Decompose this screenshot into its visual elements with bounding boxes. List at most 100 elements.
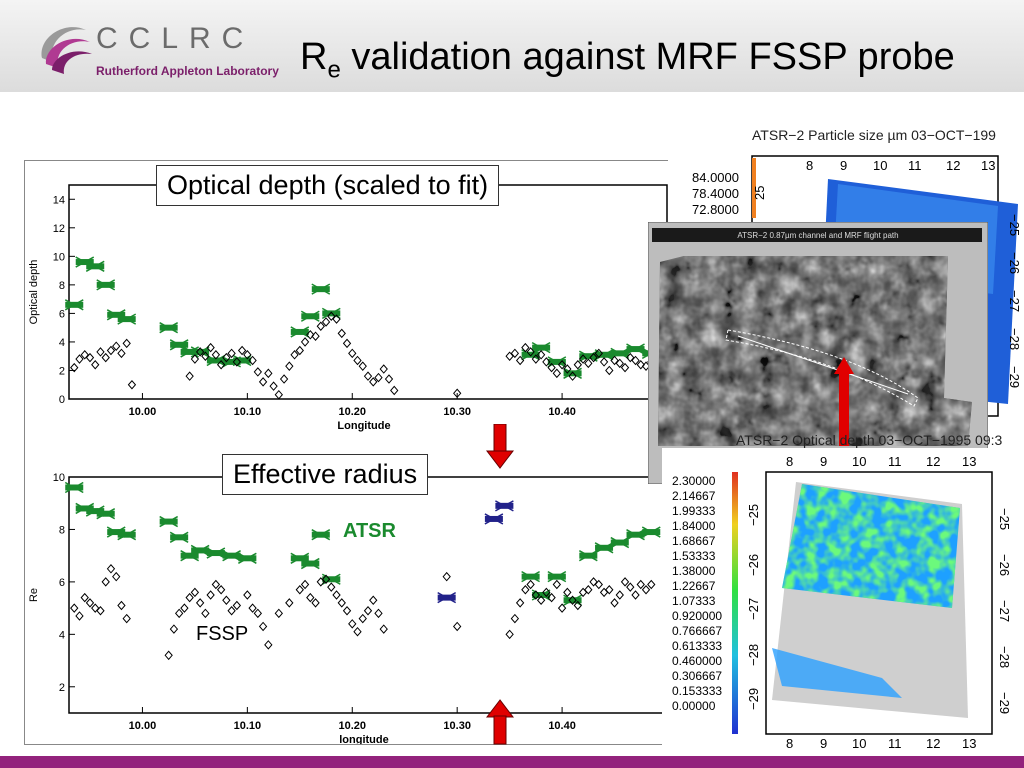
od-top-x-1: 9 (820, 454, 827, 469)
fssp-point (264, 368, 273, 379)
fssp-point (568, 595, 577, 606)
fssp-point (101, 577, 110, 587)
fssp-point (453, 388, 462, 399)
x-tick-label: 10.20 (338, 406, 366, 418)
y-tick-label: 10 (53, 472, 65, 484)
fssp-point (641, 584, 651, 595)
fssp-point (306, 592, 315, 603)
atsr-point-tick (311, 529, 331, 541)
atsr-point-tick (547, 356, 567, 368)
fssp-point (80, 592, 89, 603)
fssp-point (327, 311, 336, 322)
particle-y-4: −29 (1007, 366, 1022, 388)
atsr-point-tick (64, 481, 84, 494)
atsr-point-tick (641, 526, 661, 538)
plot-area-1 (68, 476, 668, 714)
particle-x-3: 11 (908, 158, 922, 173)
y-tick-label: 4 (59, 629, 65, 641)
fssp-point (253, 608, 263, 619)
fssp-point (316, 321, 325, 331)
fssp-point (610, 355, 619, 366)
fssp-point (290, 350, 299, 360)
fssp-point (610, 598, 619, 608)
od-cb-5: 1.53333 (672, 549, 716, 563)
fssp-point (311, 331, 320, 341)
od-right-y-2: −27 (997, 600, 1012, 622)
fssp-point (227, 605, 236, 616)
od-cb-12: 0.460000 (672, 654, 722, 668)
fssp-point (321, 317, 331, 327)
fssp-point (169, 624, 179, 634)
fssp-point (515, 355, 525, 366)
atsr-point-tick (206, 354, 226, 367)
atsr-point-tick (159, 515, 179, 528)
fssp-point (631, 590, 640, 600)
od-bot-x-3: 11 (888, 736, 902, 751)
fssp-point (552, 579, 562, 590)
fssp-point (620, 362, 630, 373)
atsr-point-tick (64, 299, 84, 311)
od-right-y-3: −28 (997, 646, 1012, 668)
fssp-point (626, 352, 635, 363)
fssp-point (547, 592, 556, 603)
od-bot-x-2: 10 (852, 736, 866, 751)
page-title: Re validation against MRF FSSP probe (300, 36, 955, 85)
x-axis-label: longitude (339, 734, 389, 744)
fssp-point (185, 371, 194, 381)
fssp-point (531, 354, 541, 364)
fssp-point (75, 354, 84, 364)
fssp-point (605, 365, 614, 376)
fssp-point (348, 348, 357, 359)
x-tick-label: 10.00 (129, 720, 157, 732)
fssp-point (269, 381, 278, 391)
fssp-point (363, 605, 373, 616)
atsr-point-tick (206, 547, 226, 559)
atsr-point-tick (563, 367, 582, 379)
fssp-point (70, 603, 79, 613)
atsr-point-tick (96, 279, 116, 291)
fssp-point (232, 357, 242, 367)
atsr-point-tick (311, 283, 331, 295)
fssp-point (106, 564, 116, 574)
particle-y-3: −28 (1007, 328, 1022, 350)
up-arrow-icon-2 (834, 357, 854, 446)
fssp-point (615, 590, 624, 600)
fssp-point (122, 613, 131, 624)
fssp-point (216, 360, 226, 370)
atsr-point-tick (190, 544, 210, 557)
od-top-x-0: 8 (786, 454, 793, 469)
legend-atsr: ATSR (343, 520, 396, 542)
fssp-point (327, 582, 336, 592)
title-r: R (300, 36, 328, 78)
fssp-point (348, 619, 357, 629)
swoosh-logo-icon (41, 27, 92, 74)
fssp-point (626, 582, 635, 592)
fssp-point (358, 361, 367, 371)
atsr-point-tick (75, 502, 95, 515)
fssp-point (557, 603, 567, 613)
fssp-point (285, 598, 294, 608)
atsr-point-tick (75, 256, 95, 268)
particle-colorbar-labels: 84.0000 78.4000 72.8000 (692, 170, 739, 217)
logo-subtitle: Rutherford Appleton Laboratory (96, 64, 279, 78)
y-tick-label: 12 (53, 223, 65, 235)
od-cb-0: 2.30000 (672, 474, 716, 488)
fssp-point (605, 584, 614, 595)
optical-depth-callout: Optical depth (scaled to fit) (156, 165, 500, 206)
fssp-point (563, 364, 572, 374)
particle-x-2: 10 (873, 158, 887, 173)
od-cb-8: 1.07333 (672, 594, 716, 608)
fssp-point (190, 354, 200, 364)
fssp-point (243, 590, 252, 600)
particle-cb-2: 72.8000 (692, 202, 739, 217)
fssp-point (274, 389, 283, 400)
od-cb-10: 0.766667 (672, 624, 722, 638)
fssp-point (563, 587, 572, 598)
atsr-point-tick (521, 349, 540, 361)
atsr-point-tick (437, 591, 457, 604)
fssp-point (112, 571, 121, 582)
fssp-point (363, 371, 373, 381)
fssp-point (101, 352, 110, 363)
fssp-point (342, 338, 352, 349)
fssp-point (264, 640, 273, 650)
